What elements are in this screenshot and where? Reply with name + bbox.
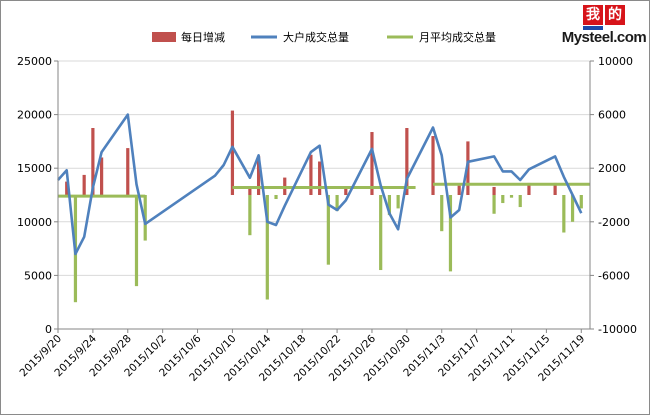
logo-char-1: 我	[583, 5, 603, 25]
monthly-bar	[274, 195, 278, 200]
mysteel-logo: 我 的 Mysteel.com	[561, 3, 647, 49]
left-tick-label: 10000	[17, 216, 52, 229]
total-volume-polyline	[57, 113, 583, 256]
monthly-bar	[562, 195, 566, 233]
monthly-bar	[570, 195, 575, 222]
daily-bar	[318, 161, 322, 195]
left-tick-label: 15000	[17, 162, 52, 175]
monthly-bar	[265, 195, 269, 300]
monthly-bar	[518, 195, 522, 208]
monthly-bar	[501, 195, 505, 204]
daily-bar	[431, 136, 435, 195]
monthly-bar	[396, 195, 400, 209]
daily-bar	[230, 110, 235, 195]
x-axis-ticks: 2015/9/202015/9/242015/9/282015/10/22015…	[18, 332, 588, 384]
monthly-bar	[143, 195, 147, 241]
monthly-bar	[492, 195, 496, 214]
daily-change-bars	[65, 110, 557, 195]
daily-bar	[248, 188, 252, 195]
monthly-bar	[248, 195, 252, 236]
right-tick-label: -2000	[598, 216, 630, 229]
daily-bar	[256, 156, 261, 195]
daily-bar	[492, 186, 496, 195]
legend-label-monthly: 月平均成交总量	[419, 30, 496, 44]
monthly-bar	[509, 195, 514, 198]
logo-band	[583, 26, 603, 30]
legend-label-total: 大户成交总量	[283, 30, 349, 44]
logo-char-2: 的	[605, 5, 625, 25]
right-axis-ticks: -10000 -6000 -2000 2000 6000 10000	[598, 55, 637, 336]
left-tick-label: 20000	[17, 109, 52, 122]
monthly-bar	[448, 195, 453, 272]
daily-bar	[527, 182, 531, 195]
left-tick-label: 5000	[24, 269, 52, 282]
daily-bar	[309, 154, 313, 195]
daily-bar	[82, 174, 86, 195]
daily-bar	[344, 188, 348, 195]
monthly-bar	[379, 195, 383, 271]
monthly-bar	[326, 195, 330, 265]
left-tick-label: 25000	[17, 55, 52, 68]
right-tick-label: -6000	[598, 269, 630, 282]
daily-bar	[405, 128, 409, 195]
right-tick-label: 6000	[598, 109, 626, 122]
daily-bar	[126, 148, 130, 195]
monthly-bar	[387, 195, 392, 216]
daily-bar	[457, 185, 461, 195]
legend-label-daily: 每日增减	[181, 30, 225, 44]
right-tick-label: 2000	[598, 162, 626, 175]
axes	[54, 60, 594, 333]
left-axis-ticks: 0 5000 10000 15000 20000 25000	[17, 55, 52, 336]
daily-bar	[91, 128, 95, 195]
monthly-bar	[134, 195, 139, 287]
legend-swatch-daily	[152, 32, 176, 42]
right-tick-label: 10000	[598, 55, 633, 68]
left-tick-label: 0	[45, 323, 52, 336]
right-tick-label: -10000	[598, 323, 637, 336]
daily-bar	[65, 181, 69, 195]
legend: 每日增减 大户成交总量 月平均成交总量	[152, 30, 496, 44]
logo-wordmark: Mysteel.com	[561, 29, 647, 46]
monthly-bar	[440, 195, 444, 232]
daily-bar	[370, 132, 374, 195]
monthly-bar	[579, 195, 583, 209]
total-volume-line	[57, 113, 583, 256]
monthly-bar	[335, 195, 339, 212]
monthly-deviation-bars	[73, 195, 583, 303]
daily-bar	[553, 182, 557, 195]
daily-bar	[100, 157, 104, 195]
